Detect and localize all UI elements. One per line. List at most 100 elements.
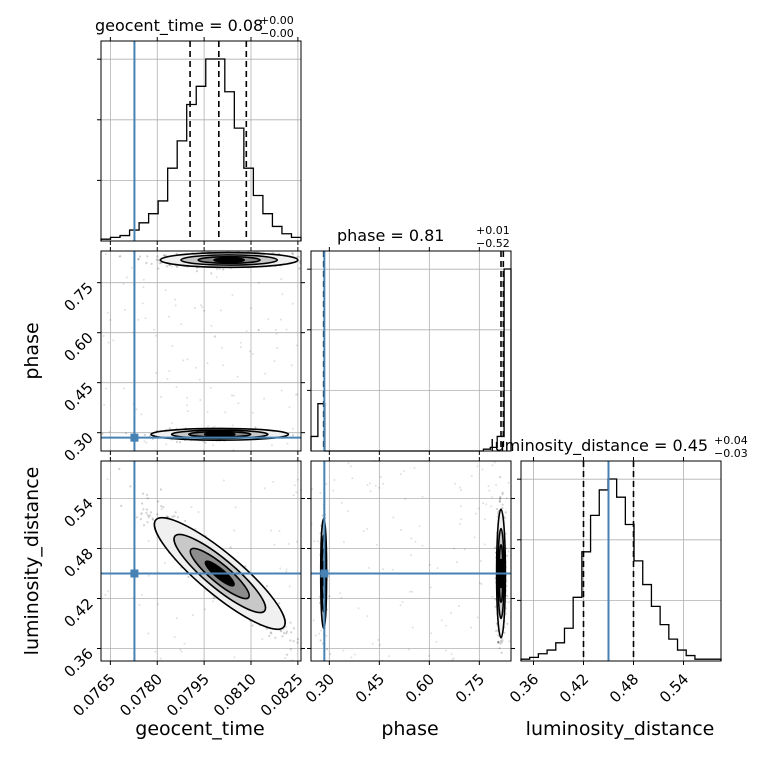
sample-point — [182, 359, 185, 362]
x-tick-label-geocent_time: 0.0810 — [210, 670, 260, 720]
sample-point — [329, 653, 332, 656]
sample-point — [179, 648, 182, 651]
sample-point — [289, 639, 292, 642]
sample-point — [475, 512, 477, 515]
sample-point — [436, 567, 439, 570]
contour-level-3 — [213, 257, 246, 263]
sample-point — [455, 561, 458, 564]
sample-point — [400, 529, 403, 531]
sample-point — [186, 404, 189, 407]
sample-point — [198, 378, 201, 381]
sample-point — [269, 631, 272, 634]
sample-point — [146, 497, 149, 500]
y-tick-label-phase: 0.75 — [60, 279, 96, 315]
sample-point — [156, 513, 159, 516]
sample-point — [493, 461, 496, 464]
sample-point — [318, 632, 321, 635]
sample-point — [453, 547, 456, 550]
sample-point — [479, 582, 481, 584]
sample-point — [481, 468, 484, 471]
sample-point — [222, 479, 225, 482]
sample-point — [476, 465, 479, 468]
sample-point — [176, 516, 180, 519]
sample-point — [325, 634, 328, 637]
sample-point — [470, 474, 473, 477]
sample-point — [179, 566, 182, 569]
sample-point — [173, 515, 176, 518]
sample-point — [283, 632, 286, 635]
sample-point — [103, 403, 106, 406]
sample-point — [292, 640, 295, 643]
sample-point — [206, 362, 209, 365]
sample-point — [313, 540, 316, 543]
sample-point — [175, 617, 178, 620]
sample-point — [130, 266, 133, 269]
sample-point — [126, 276, 128, 279]
sample-point — [137, 258, 140, 261]
sample-point — [340, 501, 343, 504]
sample-point — [200, 304, 202, 307]
sample-point — [357, 607, 360, 610]
sample-point — [503, 516, 506, 520]
sample-point — [213, 425, 216, 428]
panel-frame — [310, 460, 512, 662]
sample-point — [164, 289, 167, 292]
sample-point — [257, 329, 260, 331]
sample-point — [497, 641, 500, 644]
sample-point — [145, 511, 148, 514]
sample-point — [107, 341, 110, 344]
sample-point — [137, 258, 140, 261]
panel-frame — [100, 460, 302, 662]
sample-point — [230, 394, 233, 397]
sample-point — [105, 387, 108, 390]
sample-point — [497, 511, 500, 514]
sample-point — [506, 595, 509, 598]
sample-point — [141, 492, 145, 495]
sample-point — [413, 466, 416, 469]
sample-point — [244, 565, 247, 568]
sample-point — [298, 260, 301, 263]
sample-point — [328, 595, 331, 598]
sample-point — [388, 655, 391, 658]
sample-point — [292, 627, 295, 630]
sample-point — [165, 443, 168, 446]
x-tick-label-luminosity_distance: 0.42 — [556, 670, 592, 706]
sample-point — [485, 503, 488, 506]
sample-point — [158, 262, 161, 265]
sample-point — [135, 516, 138, 519]
title-phase: phase = 0.81 +0.01 −0.52 — [337, 224, 510, 250]
sample-point — [146, 521, 149, 524]
sample-point — [369, 482, 371, 485]
histogram-luminosity_distance — [520, 478, 722, 661]
sample-point — [499, 500, 502, 503]
sample-point — [263, 487, 266, 490]
sample-point — [479, 560, 482, 563]
sample-point — [274, 636, 277, 639]
sample-point — [118, 467, 121, 471]
sample-point — [163, 562, 166, 564]
title-luminosity-distance: luminosity_distance = 0.45 +0.04 −0.03 — [490, 434, 748, 460]
sample-point — [210, 272, 213, 275]
sample-point — [497, 634, 500, 637]
sample-point — [146, 255, 149, 258]
sample-point — [142, 508, 145, 511]
sample-point — [201, 306, 204, 309]
sample-point — [378, 644, 381, 646]
sample-point — [290, 364, 293, 367]
sample-point — [339, 592, 341, 595]
sample-point — [285, 653, 289, 656]
ylabel-phase: phase — [21, 322, 43, 379]
sample-point — [165, 265, 169, 268]
sample-point — [270, 632, 273, 635]
contour-level-3 — [203, 431, 236, 438]
sample-point — [296, 638, 299, 641]
sample-point — [186, 410, 189, 413]
sample-point — [458, 523, 461, 526]
sample-point — [157, 267, 160, 270]
sample-point — [291, 302, 294, 305]
sample-point — [289, 648, 292, 651]
truth-marker — [130, 433, 139, 442]
frame-layer — [100, 40, 722, 662]
panel-frame — [100, 250, 302, 452]
